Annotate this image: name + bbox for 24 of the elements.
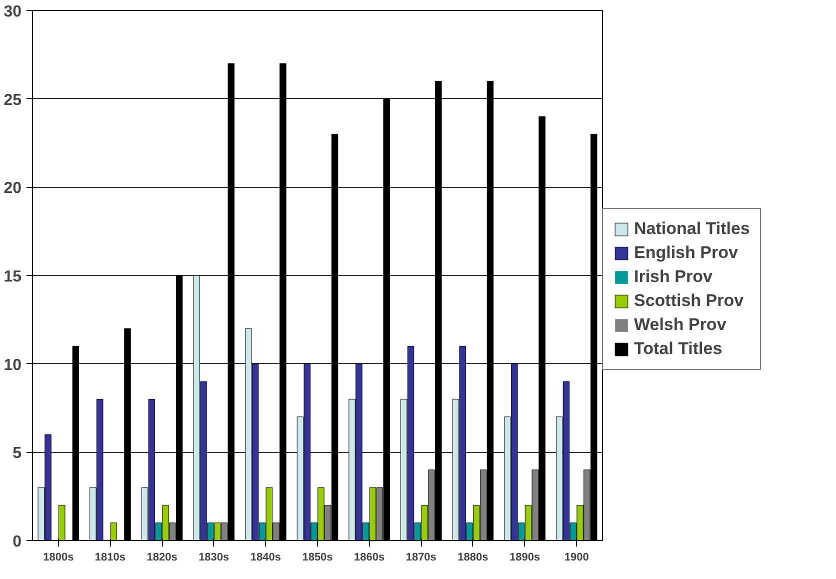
legend-label: Welsh Prov (634, 315, 726, 335)
x-tick-label: 1850s (302, 552, 333, 564)
x-tick-label: 1890s (509, 552, 540, 564)
y-tick-label: 15 (4, 268, 22, 286)
x-tick-label: 1870s (406, 552, 436, 564)
x-tick-label: 1830s (198, 552, 230, 564)
y-tick-label: 0 (12, 534, 22, 550)
legend-label: National Titles (634, 219, 750, 239)
x-tick-label: 1810s (94, 552, 126, 564)
legend-label: Total Titles (634, 339, 722, 359)
y-tick-label: 10 (4, 356, 22, 374)
y-tick-label: 25 (4, 92, 22, 109)
legend-label: Irish Prov (634, 267, 712, 287)
legend-label: English Prov (634, 243, 738, 263)
y-tick-label: 20 (4, 180, 22, 198)
x-tick-label: 1820s (146, 552, 178, 564)
x-tick-label: 1840s (250, 552, 281, 564)
x-tick-label: 1900 (564, 552, 589, 564)
y-tick-label: 30 (4, 4, 22, 20)
y-tick-label: 5 (12, 445, 22, 462)
x-tick-label: 1800s (43, 552, 74, 564)
x-tick-label: 1880s (458, 552, 488, 564)
legend-label: Scottish Prov (634, 291, 744, 311)
x-tick-label: 1860s (354, 552, 385, 564)
